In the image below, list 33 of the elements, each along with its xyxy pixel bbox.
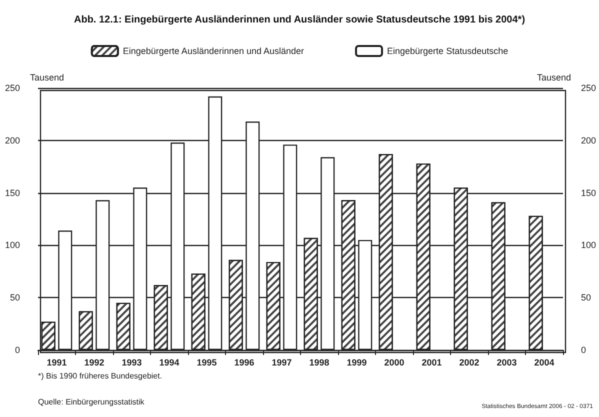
x-tick-label: 2001	[422, 358, 442, 368]
y-tick-label: 100	[4, 240, 20, 250]
y-tick-label: 0	[14, 345, 20, 355]
x-tick-label: 1992	[84, 358, 104, 368]
text: *) Bis 1990 früheres Bundesgebiet.	[38, 372, 162, 380]
x-tick-label: 2000	[384, 358, 404, 368]
x-tick-label: 2002	[459, 358, 480, 368]
x-tick-label: 2003	[496, 358, 517, 368]
y-tick-label: 200	[4, 135, 20, 146]
y2-tick-label: 250	[580, 83, 596, 93]
y-tick-label: 250	[4, 83, 20, 93]
x-tick-label: 1999	[346, 358, 367, 368]
x-tick-label: 1996	[234, 358, 254, 368]
y-tick-label: 150	[4, 188, 20, 198]
x-tick-label: 1998	[309, 358, 330, 368]
y2-axis-title: Tausend	[536, 72, 572, 82]
y-tick-label: 50	[10, 292, 20, 303]
x-tick-label: 1995	[196, 358, 217, 368]
y-axis-title: Tausend	[30, 72, 64, 82]
source-note: Quelle: Einbürgerungsstatistik	[38, 398, 146, 406]
y2-tick-label: 50	[580, 292, 591, 303]
x-tick-label: 1993	[122, 358, 142, 368]
y2-tick-label: 100	[580, 240, 596, 250]
y2-tick-label: 150	[580, 188, 596, 198]
legend-label: Eingebürgerte Ausländerinnen und Ausländer	[122, 46, 304, 56]
x-tick-label: 1997	[272, 358, 292, 368]
y2-tick-label: 200	[580, 135, 596, 146]
x-tick-label: 1991	[46, 358, 67, 368]
chart-title: Abb. 12.1: Eingebürgerte Ausländerinnen und Ausländer sowie Statusdeutsche 1991 bis 2004*)	[74, 14, 526, 26]
x-tick-label: 2004	[534, 358, 554, 368]
x-tick-label: 1994	[159, 358, 180, 368]
y2-tick-label: 0	[580, 345, 586, 355]
legend-label: Eingebürgerte Statusdeutsche	[387, 46, 508, 56]
